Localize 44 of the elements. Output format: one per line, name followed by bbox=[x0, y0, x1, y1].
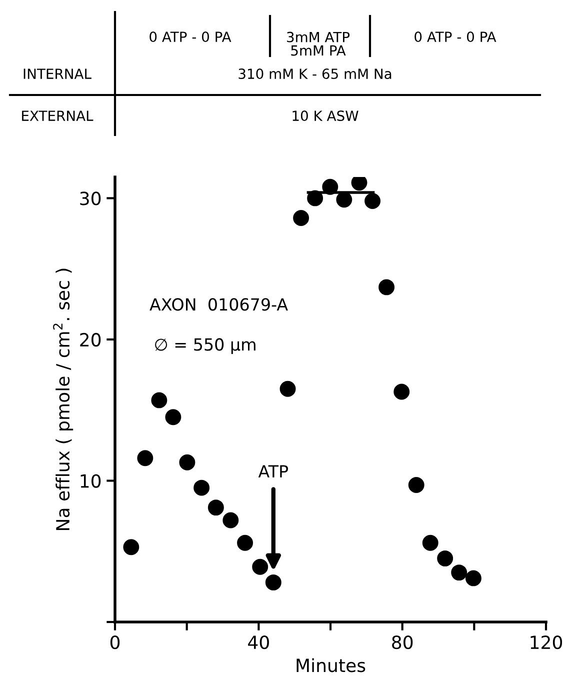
point bbox=[307, 190, 324, 206]
point bbox=[408, 476, 424, 493]
point bbox=[422, 534, 438, 551]
point bbox=[378, 279, 395, 296]
y-tick-label: 10 bbox=[80, 474, 101, 488]
y-tick-label: 30 bbox=[80, 192, 101, 206]
point bbox=[451, 564, 468, 581]
annotation: AXON 010679-A bbox=[150, 298, 288, 311]
point bbox=[280, 380, 296, 397]
point bbox=[208, 500, 224, 516]
y-axis-title: Na efflux ( pmole / cm$^{2}$. sec ) bbox=[53, 268, 74, 530]
x-tick-label: 120 bbox=[530, 636, 562, 650]
point bbox=[137, 450, 154, 466]
point bbox=[222, 512, 239, 528]
point bbox=[265, 574, 282, 590]
point bbox=[123, 539, 140, 556]
text: 310 mM K - 65 mM Na bbox=[238, 68, 392, 80]
point bbox=[194, 480, 210, 496]
y-tick-label: 20 bbox=[80, 332, 101, 347]
x-tick-label: 40 bbox=[248, 636, 269, 650]
point bbox=[252, 558, 268, 575]
annotation: ∅ = 550 μm bbox=[155, 338, 256, 354]
text: INTERNAL bbox=[24, 68, 92, 79]
point bbox=[394, 384, 410, 400]
point bbox=[165, 409, 182, 426]
text: EXTERNAL bbox=[22, 110, 94, 121]
text: 0 ATP - 0 PA bbox=[414, 32, 496, 42]
point bbox=[465, 570, 482, 586]
x-tick-label: 0 bbox=[110, 636, 120, 650]
point bbox=[364, 193, 380, 209]
text: 0 ATP - 0 PA bbox=[150, 32, 232, 42]
point bbox=[336, 192, 352, 208]
text: 3mM ATP 5mM PA bbox=[287, 32, 350, 56]
point bbox=[437, 550, 454, 566]
x-axis-title: Minutes bbox=[296, 658, 366, 672]
point bbox=[151, 392, 168, 408]
text: 10 K ASW bbox=[292, 110, 358, 122]
point bbox=[351, 177, 368, 191]
point bbox=[293, 210, 310, 226]
x-tick-label: 80 bbox=[392, 636, 413, 650]
point bbox=[237, 534, 253, 551]
annotation: ATP bbox=[258, 465, 288, 478]
point bbox=[179, 454, 196, 470]
point bbox=[322, 178, 338, 195]
